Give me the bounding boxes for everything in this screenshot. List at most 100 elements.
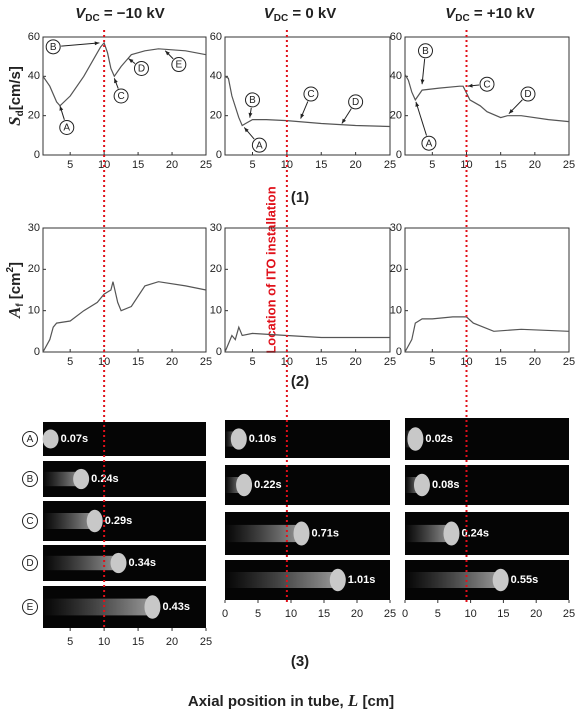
time-label: 0.08s xyxy=(432,479,460,491)
annotation-circle xyxy=(133,60,149,76)
time-label: 0.43s xyxy=(162,601,190,613)
row-letter: C xyxy=(26,516,33,527)
time-label: 0.29s xyxy=(105,515,133,527)
row-letter: A xyxy=(27,434,34,445)
row-letter-circle xyxy=(22,471,38,487)
plot-frame xyxy=(404,36,570,156)
y-tick-label: 60 xyxy=(210,31,222,43)
x-tick-label: 10 xyxy=(281,159,293,171)
arrow-head xyxy=(415,101,420,107)
x-tick-label: 20 xyxy=(166,636,178,648)
annotation-circle xyxy=(348,94,364,110)
flame-head xyxy=(110,552,127,574)
annotation-label: A xyxy=(63,123,70,134)
arrow-head xyxy=(420,79,425,85)
x-tick-label: 15 xyxy=(495,159,507,171)
x-tick-label: 5 xyxy=(429,159,435,171)
y-tick-label: 40 xyxy=(210,70,222,82)
ito-label: Location of ITO installation xyxy=(263,186,278,353)
x-tick-label: 20 xyxy=(529,356,541,368)
plot-frame xyxy=(42,36,207,156)
annotation-circle xyxy=(59,119,75,135)
x-tick-label: 15 xyxy=(318,608,330,620)
y-tick-label: 20 xyxy=(28,263,40,275)
x-tick-label: 10 xyxy=(98,636,110,648)
x-tick-label: 20 xyxy=(166,356,178,368)
annotation-arrow xyxy=(61,42,100,47)
y-tick-label: 0 xyxy=(34,346,40,358)
x-tick-label: 25 xyxy=(200,636,212,648)
annotation-label: A xyxy=(426,138,433,149)
time-label: 0.07s xyxy=(61,433,89,445)
x-tick-label: 25 xyxy=(563,356,575,368)
data-line xyxy=(224,75,391,128)
data-line xyxy=(404,74,570,123)
y-tick-label: 20 xyxy=(28,110,40,122)
flame-trail xyxy=(225,524,302,543)
x-tick-label: 15 xyxy=(497,608,509,620)
flame-trail xyxy=(43,598,153,616)
x-tick-label: 0 xyxy=(402,608,408,620)
annotation-circle xyxy=(303,86,319,102)
flame-head xyxy=(407,427,424,451)
flame-image xyxy=(225,420,390,458)
x-tick-label: 15 xyxy=(132,636,144,648)
annotation-circle xyxy=(113,88,129,104)
row-letter-circle xyxy=(22,431,38,447)
data-line xyxy=(404,316,570,353)
y-tick-label: 10 xyxy=(210,305,222,317)
y-tick-label: 10 xyxy=(28,305,40,317)
time-label: 0.71s xyxy=(312,527,340,539)
flame-trail xyxy=(405,572,501,588)
x-tick-label: 5 xyxy=(249,356,255,368)
row-letter: B xyxy=(27,474,34,485)
x-tick-label: 15 xyxy=(132,356,144,368)
flame-trail xyxy=(43,471,82,487)
plot-frame xyxy=(224,227,391,353)
x-tick-label: 20 xyxy=(530,608,542,620)
annotation-label: C xyxy=(117,91,124,102)
flame-trail xyxy=(43,513,95,529)
y-tick-label: 0 xyxy=(396,346,402,358)
y-tick-label: 0 xyxy=(216,149,222,161)
x-tick-label: 5 xyxy=(435,608,441,620)
data-line xyxy=(42,281,207,353)
flame-head xyxy=(443,521,460,546)
y-tick-label: 20 xyxy=(210,263,222,275)
annotation-label: D xyxy=(138,64,145,75)
y-tick-label: 10 xyxy=(390,305,402,317)
arrow-head xyxy=(508,109,514,114)
x-tick-label: 5 xyxy=(67,636,73,648)
x-tick-label: 15 xyxy=(315,159,327,171)
x-tick-label: 10 xyxy=(285,608,297,620)
row-letter: E xyxy=(27,602,34,613)
flame-image xyxy=(43,422,206,456)
flame-head xyxy=(329,568,346,592)
annotation-label: B xyxy=(422,46,429,57)
annotation-circle xyxy=(520,86,536,102)
panel-label: (3) xyxy=(291,653,309,670)
annotation-label: C xyxy=(483,79,490,90)
x-tick-label: 25 xyxy=(200,356,212,368)
time-label: 0.02s xyxy=(425,433,453,445)
arrow-head xyxy=(59,105,64,111)
row-letter-circle xyxy=(22,555,38,571)
annotation-circle xyxy=(45,39,61,55)
plot-frame xyxy=(404,227,570,353)
flame-trail xyxy=(225,572,338,588)
y-tick-label: 30 xyxy=(28,222,40,234)
flame-head xyxy=(492,568,509,592)
x-tick-label: 25 xyxy=(563,608,575,620)
flame-head xyxy=(86,509,103,533)
x-tick-label: 25 xyxy=(200,159,212,171)
flame-head xyxy=(230,428,247,450)
x-tick-label: 20 xyxy=(351,608,363,620)
arrow-head xyxy=(165,50,170,56)
flame-head xyxy=(42,429,59,449)
flame-trail xyxy=(43,555,119,571)
annotation-circle xyxy=(479,76,495,92)
x-tick-label: 10 xyxy=(464,608,476,620)
annotation-circle xyxy=(245,92,260,108)
time-label: 0.22s xyxy=(254,479,282,491)
